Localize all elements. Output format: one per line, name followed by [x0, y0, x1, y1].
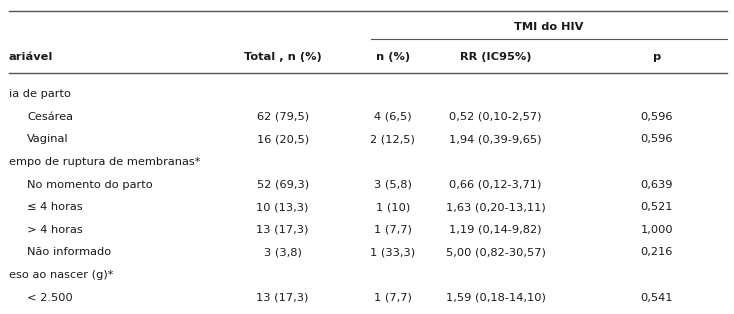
- Text: ≤ 4 horas: ≤ 4 horas: [27, 202, 83, 212]
- Text: 1,63 (0,20-13,11): 1,63 (0,20-13,11): [446, 202, 545, 212]
- Text: Total , n (%): Total , n (%): [244, 51, 321, 62]
- Text: 2 (12,5): 2 (12,5): [370, 134, 415, 144]
- Text: 0,66 (0,12-3,71): 0,66 (0,12-3,71): [449, 180, 542, 190]
- Text: 0,596: 0,596: [641, 134, 673, 144]
- Text: Cesárea: Cesárea: [27, 112, 73, 122]
- Text: < 2.500: < 2.500: [27, 293, 73, 303]
- Text: 16 (20,5): 16 (20,5): [256, 134, 309, 144]
- Text: TMI do HIV: TMI do HIV: [514, 22, 584, 32]
- Text: > 4 horas: > 4 horas: [27, 225, 83, 235]
- Text: 0,521: 0,521: [641, 202, 673, 212]
- Text: 1,94 (0,39-9,65): 1,94 (0,39-9,65): [449, 134, 542, 144]
- Text: 1,000: 1,000: [641, 225, 673, 235]
- Text: 62 (79,5): 62 (79,5): [256, 112, 309, 122]
- Text: 1 (7,7): 1 (7,7): [374, 293, 412, 303]
- Text: 10 (13,3): 10 (13,3): [256, 202, 309, 212]
- Text: 1,19 (0,14-9,82): 1,19 (0,14-9,82): [449, 225, 542, 235]
- Text: 1 (10): 1 (10): [376, 202, 410, 212]
- Text: ariável: ariável: [9, 51, 53, 62]
- Text: 0,216: 0,216: [641, 247, 673, 257]
- Text: 5,00 (0,82-30,57): 5,00 (0,82-30,57): [446, 247, 545, 257]
- Text: ia de parto: ia de parto: [9, 89, 70, 99]
- Text: 4 (6,5): 4 (6,5): [374, 112, 412, 122]
- Text: Não informado: Não informado: [27, 247, 112, 257]
- Text: 3 (5,8): 3 (5,8): [374, 180, 412, 190]
- Text: 13 (17,3): 13 (17,3): [256, 225, 309, 235]
- Text: 3 (3,8): 3 (3,8): [264, 247, 302, 257]
- Text: p: p: [653, 51, 661, 62]
- Text: RR (IC95%): RR (IC95%): [459, 51, 531, 62]
- Text: 1 (7,7): 1 (7,7): [374, 225, 412, 235]
- Text: 0,639: 0,639: [641, 180, 673, 190]
- Text: 0,52 (0,10-2,57): 0,52 (0,10-2,57): [449, 112, 542, 122]
- Text: 0,541: 0,541: [641, 293, 673, 303]
- Text: eso ao nascer (g)*: eso ao nascer (g)*: [9, 270, 113, 280]
- Text: 1,59 (0,18-14,10): 1,59 (0,18-14,10): [446, 293, 545, 303]
- Text: n (%): n (%): [376, 51, 410, 62]
- Text: empo de ruptura de membranas*: empo de ruptura de membranas*: [9, 157, 200, 167]
- Text: 13 (17,3): 13 (17,3): [256, 293, 309, 303]
- Text: 1 (33,3): 1 (33,3): [370, 247, 415, 257]
- Text: 0,596: 0,596: [641, 112, 673, 122]
- Text: Vaginal: Vaginal: [27, 134, 69, 144]
- Text: 52 (69,3): 52 (69,3): [256, 180, 309, 190]
- Text: No momento do parto: No momento do parto: [27, 180, 153, 190]
